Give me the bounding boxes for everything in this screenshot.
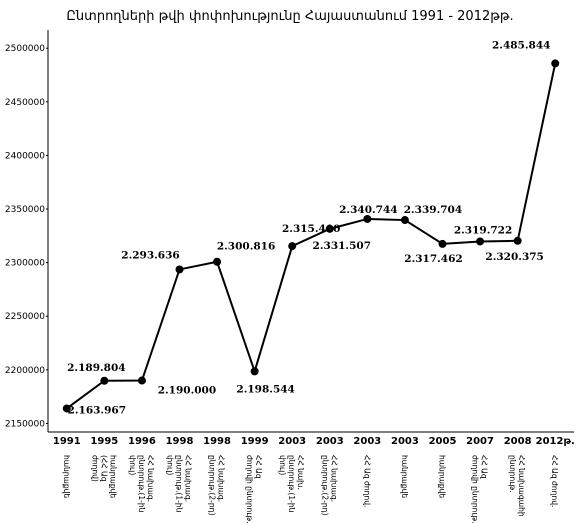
point (400, 216, 409, 225)
x-sub-label: ՀՀ նախագ. (146, 455, 155, 502)
x-sub-label: ՀՀ նախագ. (184, 455, 193, 502)
x-sub-label: ՀՀ նախագ. (329, 455, 338, 502)
x-sub-label: փուլ) (278, 455, 287, 475)
x-sub-label: ՀՀ նախ. (296, 455, 305, 490)
x-sub-label: հանրաքվե (62, 455, 71, 498)
point (100, 376, 109, 385)
value-label: 2.320.375 (485, 251, 543, 263)
x-sub-label: ընտրութ.(1-ին (175, 455, 184, 513)
value-label: 2.331.507 (313, 240, 371, 252)
y-tick-label: 2200000 (5, 366, 45, 376)
x-sub-label: ՀՀ նախագահի (517, 455, 526, 517)
x-tick-label: 2007 (466, 436, 494, 447)
value-label: 2.485.844 (492, 39, 550, 51)
point (513, 236, 522, 245)
point (250, 367, 259, 376)
value-label: 2.340.744 (339, 204, 397, 216)
chart-title: Ընտրողների թվի փոփոխությունը Հայաստանում… (66, 9, 513, 24)
y-tick-label: 2150000 (5, 419, 45, 429)
value-label: 2.319.722 (454, 224, 512, 236)
x-tick-label: 1995 (90, 436, 118, 447)
x-sub-label: հանրաքվե (108, 455, 117, 498)
x-sub-label: ընտրութ.(1-ին (137, 455, 146, 513)
value-label: 2.163.967 (68, 404, 126, 416)
x-sub-label: ՀՀ նախագ. (217, 455, 226, 502)
y-tick-label: 2450000 (5, 98, 45, 108)
point (551, 59, 560, 68)
point (476, 237, 485, 246)
x-sub-label: ժողովի ընտրութ. (471, 455, 480, 523)
x-sub-label: ընտրութ.(1-ին (287, 455, 296, 513)
point (288, 242, 297, 251)
point (363, 214, 372, 223)
x-sub-label: ՀՀ Ազ ժողով. (362, 455, 371, 507)
x-tick-label: 1991 (53, 436, 81, 447)
value-label: 2.339.704 (404, 204, 462, 216)
point (325, 224, 334, 233)
value-label: 2.189.804 (67, 362, 125, 374)
value-label: 2.300.816 (217, 241, 275, 253)
x-sub-label: ընտրութ.(2-րդ) (320, 455, 329, 516)
x-tick-label: 2005 (429, 436, 457, 447)
x-tick-label: 1998 (203, 436, 231, 447)
x-tick-label: 2003 (353, 436, 381, 447)
y-tick-label: 2300000 (5, 259, 45, 269)
value-label: 2.198.544 (236, 383, 294, 395)
x-sub-label: հանրաքվե (400, 455, 409, 498)
x-sub-label: փուլ) (128, 455, 137, 475)
x-tick-label: 2003 (278, 436, 306, 447)
x-sub-label: ՀՀ Ազ (480, 455, 489, 479)
y-tick-label: 2350000 (5, 205, 45, 215)
x-sub-label: (ՀՀ Ազ (99, 455, 108, 482)
value-label: 2.315.410 (282, 223, 340, 235)
point (62, 404, 71, 413)
point (137, 376, 146, 385)
y-tick-label: 2250000 (5, 312, 45, 322)
y-tick-label: 2400000 (5, 151, 45, 161)
point (438, 239, 447, 248)
x-sub-label: ընտրութ. (508, 455, 517, 493)
x-sub-label: ՀՀ Ազ ժողով. (550, 455, 559, 507)
x-tick-label: 2008 (504, 436, 532, 447)
y-tick-label: 2500000 (5, 44, 45, 54)
x-tick-label: 1999 (241, 436, 269, 447)
x-sub-label: ՀՀ Ազ (254, 455, 263, 479)
point (213, 257, 222, 266)
x-tick-label: 2012թ. (536, 436, 575, 447)
x-sub-label: ժողովի ընտրութ. (245, 455, 254, 523)
x-tick-label: 2003 (391, 436, 419, 447)
x-sub-label: ժողով) (90, 455, 99, 482)
x-sub-label: փուլ) (166, 455, 175, 475)
value-label: 2.293.636 (121, 249, 179, 261)
x-tick-label: 2003 (316, 436, 344, 447)
x-sub-label: ընտրութ.(2-րդ) (208, 455, 217, 516)
value-label: 2.190.000 (158, 385, 216, 397)
point (175, 265, 184, 274)
line (66, 63, 557, 410)
x-sub-label: հանրաքվե (438, 455, 447, 498)
value-label: 2.317.462 (404, 253, 462, 265)
x-tick-label: 1998 (166, 436, 194, 447)
x-tick-label: 1996 (128, 436, 156, 447)
